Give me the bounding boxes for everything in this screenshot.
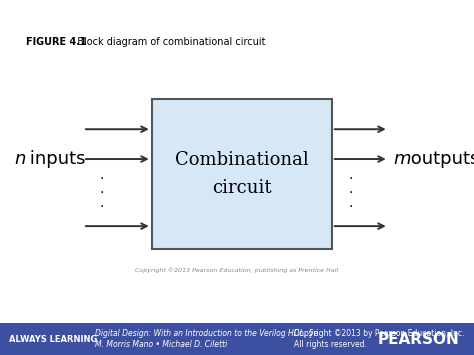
Text: Combinational: Combinational [175, 151, 309, 169]
Text: $n$: $n$ [14, 150, 27, 168]
Text: ALWAYS LEARNING: ALWAYS LEARNING [9, 334, 98, 344]
Bar [0, 323, 474, 355]
Text: inputs: inputs [24, 150, 85, 168]
Text: Digital Design: With an Introduction to the Verilog HDL, 5e
M. Morris Mano • Mic: Digital Design: With an Introduction to … [95, 329, 318, 349]
Bar [152, 99, 332, 248]
Text: Block diagram of combinational circuit: Block diagram of combinational circuit [71, 37, 265, 47]
Text: Copyright ©2013 Pearson Education, publishing as Prentice Hall: Copyright ©2013 Pearson Education, publi… [136, 267, 338, 273]
Text: outputs: outputs [405, 150, 474, 168]
Text: ·
·
·: · · · [348, 172, 353, 214]
Text: circuit: circuit [212, 179, 272, 197]
Text: FIGURE 4.1: FIGURE 4.1 [26, 37, 87, 47]
Text: Copyright ©2013 by Pearson Education, Inc.
All rights reserved.: Copyright ©2013 by Pearson Education, In… [294, 329, 464, 349]
Text: ·
·
·: · · · [100, 172, 104, 214]
Text: $m$: $m$ [393, 150, 412, 168]
Text: PEARSON: PEARSON [378, 332, 460, 346]
